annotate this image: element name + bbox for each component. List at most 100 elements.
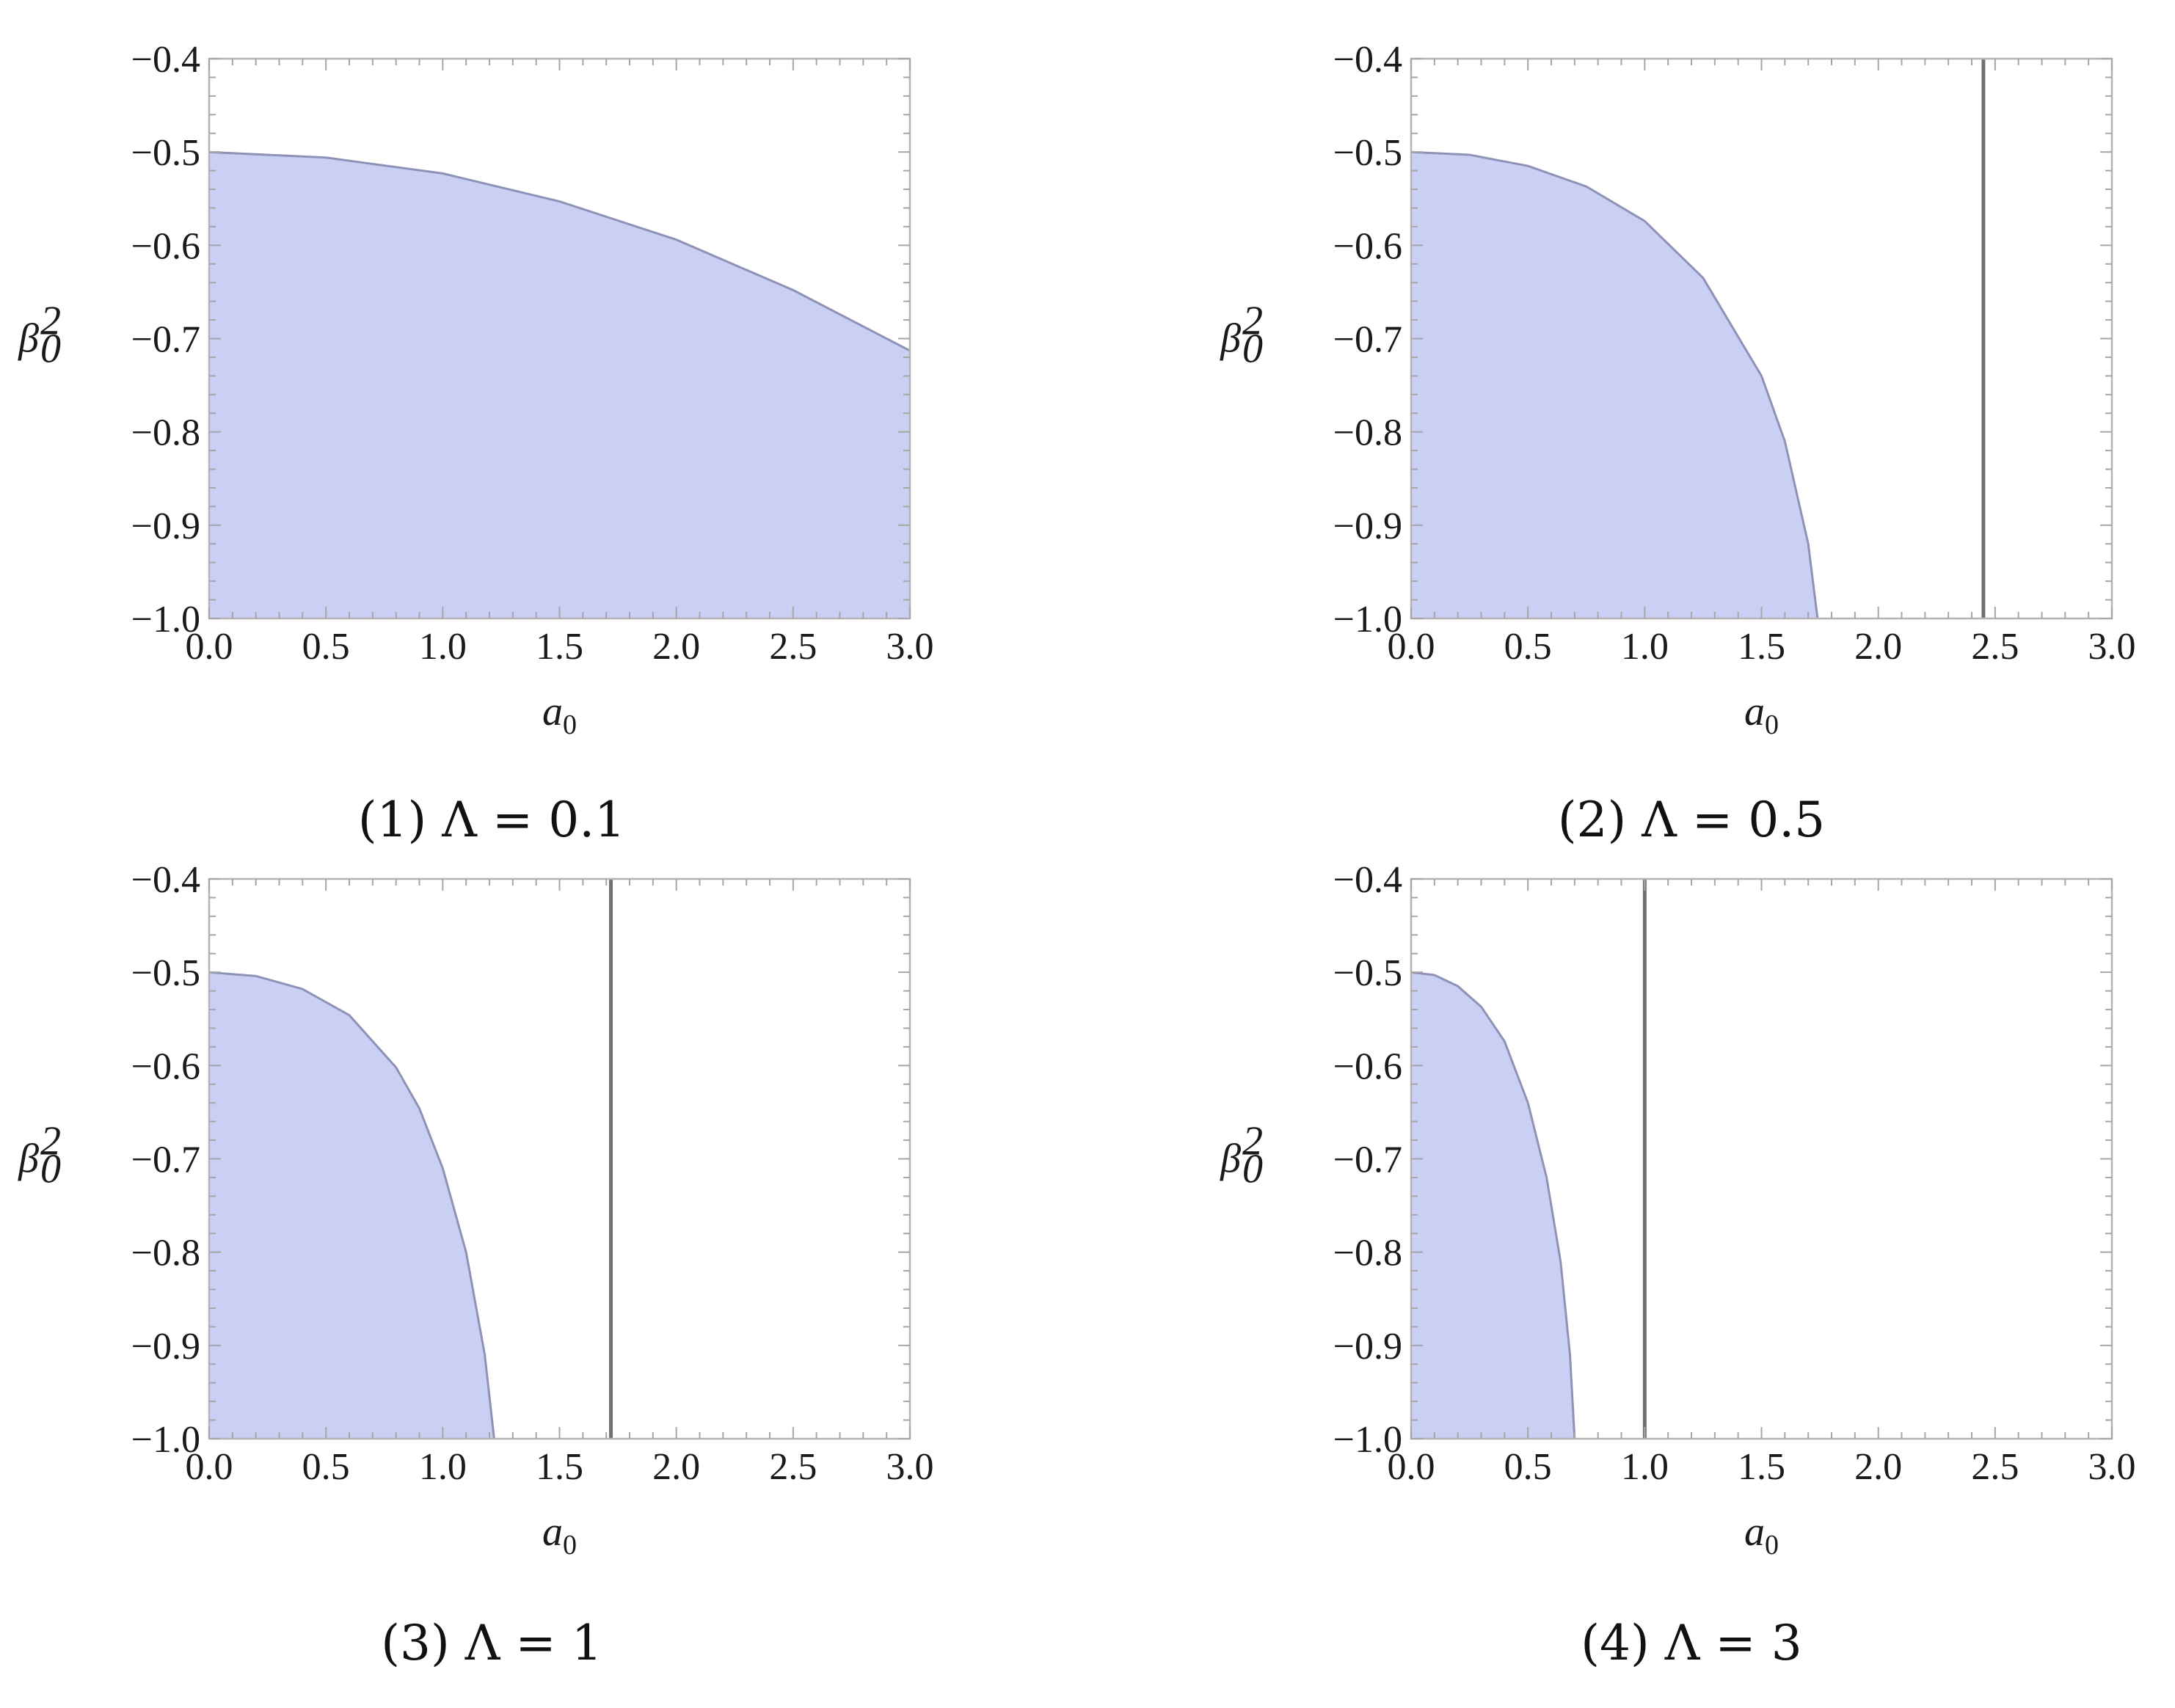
y-tick-label: −0.4 [1333, 39, 1402, 81]
feasible-region [1411, 972, 1575, 1439]
y-axis-title-sub: 0 [1242, 326, 1263, 372]
x-axis-title: a0 [542, 1509, 577, 1561]
feasible-region [209, 152, 910, 618]
region-boundary-curve [1410, 971, 1576, 1439]
y-axis-title-sup: 2 [1242, 1119, 1263, 1164]
y-tick-label: −0.4 [1333, 859, 1402, 901]
region-boundary-curve [208, 971, 495, 1439]
y-tick-label: −1.0 [1333, 1419, 1402, 1461]
x-tick-label: 0.0 [1388, 1446, 1435, 1488]
x-tick-label: 0.0 [186, 626, 233, 668]
y-axis-title-base: β [18, 1136, 39, 1182]
x-tick-label: 3.0 [886, 626, 934, 668]
x-axis-title-base: a [1744, 689, 1765, 734]
feasible-region [1411, 152, 1818, 618]
x-axis-title: a0 [1744, 1509, 1779, 1561]
x-tick-label: 1.5 [536, 1446, 583, 1488]
x-tick-label: 0.5 [1504, 626, 1552, 668]
chart-panel-3: 0.0 0.5 1.0 1.5 2.0 2.5 3.0 −0.4 −0.5 −0.6 −0.7 −0.… [18, 859, 933, 1671]
y-tick-label: −0.6 [1333, 1045, 1402, 1087]
y-axis-title-sub: 0 [40, 326, 61, 372]
y-axis-title-sub: 0 [1242, 1147, 1263, 1192]
y-tick-label: −0.6 [131, 1045, 200, 1087]
y-tick-label: −0.7 [1333, 319, 1402, 361]
y-tick-label: −0.8 [131, 1233, 200, 1274]
x-tick-label: 1.0 [1621, 626, 1669, 668]
y-axis-title-sub: 0 [40, 1147, 61, 1192]
chart-panel-1: 0.0 0.5 1.0 1.5 2.0 2.5 3.0 −0.4 −0.5 −0.6 −0.7 −0.… [18, 39, 933, 848]
x-tick-label: 3.0 [886, 1446, 934, 1488]
y-axis-title-base: β [1220, 1136, 1241, 1182]
x-tick-label: 2.5 [769, 1446, 817, 1488]
x-axis-title: a0 [542, 689, 577, 740]
x-tick-label: 2.0 [1854, 626, 1902, 668]
y-tick-label: −0.9 [131, 506, 200, 547]
x-axis-title-sub: 0 [1765, 709, 1779, 740]
y-tick-label: −0.7 [131, 1139, 200, 1181]
chart-panel-4: 0.0 0.5 1.0 1.5 2.0 2.5 3.0 −0.4 −0.5 −0.6 −0.7 −0.… [1220, 859, 2135, 1671]
x-tick-label: 1.5 [1738, 1446, 1785, 1488]
x-tick-label: 2.0 [652, 1446, 700, 1488]
region-boundary-curve [208, 150, 911, 352]
y-axis-title: β [1220, 316, 1241, 362]
x-tick-label: 0.5 [302, 1446, 350, 1488]
x-tick-label: 3.0 [2088, 626, 2136, 668]
y-tick-label: −0.6 [1333, 225, 1402, 267]
x-tick-label: 2.5 [1971, 1446, 2019, 1488]
y-tick-label: −0.9 [1333, 506, 1402, 547]
chart-panel-2: 0.0 0.5 1.0 1.5 2.0 2.5 3.0 −0.4 −0.5 −0.6 −0.7 −0.… [1220, 39, 2135, 848]
x-tick-label: 2.0 [1854, 1446, 1902, 1488]
x-axis-title: a0 [1744, 689, 1779, 740]
x-axis-title-sub: 0 [1765, 1530, 1779, 1561]
y-tick-label: −0.4 [131, 39, 200, 81]
y-tick-label: −0.7 [131, 319, 200, 361]
y-tick-label: −0.7 [1333, 1139, 1402, 1181]
y-tick-label: −1.0 [131, 599, 200, 640]
x-axis-title-base: a [542, 1509, 563, 1555]
x-axis-title-sub: 0 [563, 1530, 577, 1561]
x-tick-label: 1.0 [419, 1446, 467, 1488]
region-boundary-curve [1410, 150, 1819, 619]
panel-caption: (4) Λ = 3 [1581, 1615, 1801, 1671]
y-tick-label: −0.4 [131, 859, 200, 901]
y-axis-title-base: β [18, 316, 39, 362]
x-tick-label: 1.5 [1738, 626, 1785, 668]
x-tick-label: 2.5 [1971, 626, 2019, 668]
x-tick-label: 0.5 [1504, 1446, 1552, 1488]
y-tick-label: −0.5 [1333, 952, 1402, 994]
y-axis-title: β [18, 316, 39, 362]
y-axis-title: β [1220, 1136, 1241, 1182]
x-tick-label: 0.0 [186, 1446, 233, 1488]
x-tick-label: 0.0 [1388, 626, 1435, 668]
panel-caption: (2) Λ = 0.5 [1558, 792, 1825, 848]
y-tick-label: −1.0 [1333, 599, 1402, 640]
x-tick-label: 1.0 [419, 626, 467, 668]
y-tick-label: −0.8 [131, 412, 200, 454]
y-tick-label: −0.5 [131, 952, 200, 994]
y-tick-label: −0.8 [1333, 1233, 1402, 1274]
x-axis-title-base: a [542, 689, 563, 734]
y-tick-label: −0.5 [1333, 132, 1402, 174]
x-tick-label: 1.5 [536, 626, 583, 668]
y-tick-label: −0.9 [131, 1326, 200, 1368]
y-tick-label: −0.9 [1333, 1326, 1402, 1368]
panel-caption: (3) Λ = 1 [381, 1615, 602, 1671]
x-tick-label: 2.5 [769, 626, 817, 668]
y-axis-title: β [18, 1136, 39, 1182]
x-axis-title-base: a [1744, 1509, 1765, 1555]
y-axis-title-sup: 2 [40, 1119, 61, 1164]
panel-caption: (1) Λ = 0.1 [358, 792, 625, 848]
x-tick-label: 3.0 [2088, 1446, 2136, 1488]
y-tick-label: −1.0 [131, 1419, 200, 1461]
x-tick-label: 0.5 [302, 626, 350, 668]
y-axis-title-sup: 2 [1242, 299, 1263, 344]
x-tick-label: 2.0 [652, 626, 700, 668]
feasible-region [209, 972, 495, 1439]
y-axis-title-base: β [1220, 316, 1241, 362]
y-tick-label: −0.5 [131, 132, 200, 174]
x-axis-title-sub: 0 [563, 709, 577, 740]
y-tick-label: −0.8 [1333, 412, 1402, 454]
y-tick-label: −0.6 [131, 225, 200, 267]
x-tick-label: 1.0 [1621, 1446, 1669, 1488]
